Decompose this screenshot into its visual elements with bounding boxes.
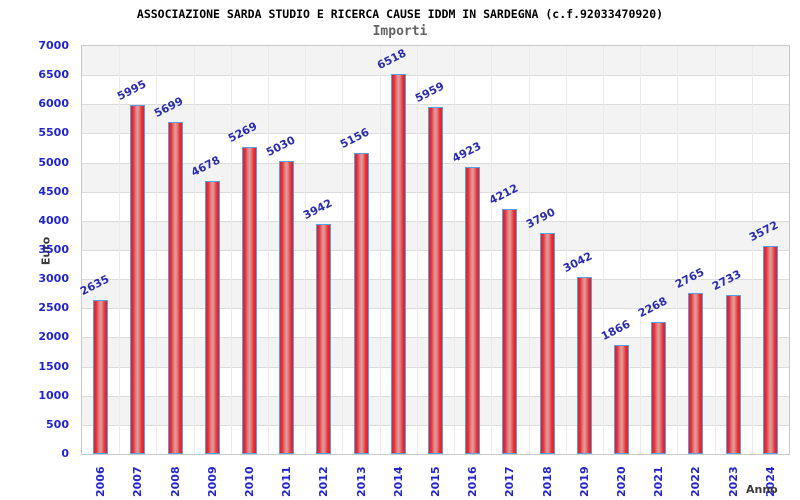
y-tick-label: 500 bbox=[46, 417, 69, 431]
x-tick-label-2018: 2018 bbox=[540, 466, 554, 497]
bar-2006 bbox=[93, 300, 109, 454]
y-tick-label: 1000 bbox=[38, 388, 69, 402]
x-tick-label-2022: 2022 bbox=[689, 466, 703, 497]
bar-2020 bbox=[614, 345, 630, 454]
h-gridline bbox=[82, 104, 789, 106]
v-gridline bbox=[268, 46, 270, 454]
bar-2007 bbox=[130, 104, 146, 454]
y-tick-label: 0 bbox=[61, 447, 69, 460]
chart-title: ASSOCIAZIONE SARDA STUDIO E RICERCA CAUS… bbox=[136, 7, 664, 21]
x-tick-label-2014: 2014 bbox=[391, 466, 405, 497]
y-tick-label: 2500 bbox=[38, 301, 69, 315]
x-tick-label-2011: 2011 bbox=[280, 466, 294, 497]
x-tick-label-2012: 2012 bbox=[317, 466, 331, 497]
x-tick-label-2013: 2013 bbox=[354, 466, 368, 497]
bar-2009 bbox=[204, 181, 220, 454]
v-gridline bbox=[379, 46, 381, 454]
v-gridline bbox=[677, 46, 679, 454]
x-tick-label-2016: 2016 bbox=[466, 466, 480, 497]
bar-2015 bbox=[428, 106, 443, 454]
bar-2019 bbox=[576, 276, 592, 454]
bar-2012 bbox=[316, 224, 332, 454]
v-gridline bbox=[156, 46, 158, 454]
bar-2022 bbox=[688, 292, 704, 454]
bar-2023 bbox=[725, 294, 741, 454]
v-gridline bbox=[528, 46, 530, 454]
y-tick-label: 3000 bbox=[38, 272, 69, 286]
plot-area: 2635 5995 5699 4678 5269 5030 3942 5156 6518 5959… bbox=[78, 45, 790, 455]
bar-2014 bbox=[390, 74, 406, 454]
x-tick-label-2006: 2006 bbox=[94, 466, 108, 497]
y-tick-label: 4000 bbox=[38, 213, 69, 227]
chart-subtitle: Importi bbox=[372, 24, 428, 39]
v-gridline bbox=[714, 46, 716, 454]
bar-2008 bbox=[167, 121, 183, 454]
v-gridline bbox=[491, 46, 493, 454]
grid-band bbox=[82, 46, 789, 76]
bar-2017 bbox=[502, 208, 518, 454]
v-gridline bbox=[230, 46, 232, 454]
y-tick-label: 5000 bbox=[38, 155, 69, 169]
grid-band bbox=[82, 75, 789, 105]
bar-2010 bbox=[241, 146, 257, 454]
x-tick-label-2010: 2010 bbox=[242, 466, 256, 497]
y-tick-label: 5500 bbox=[38, 126, 69, 140]
x-tick-label-2021: 2021 bbox=[652, 466, 666, 497]
v-gridline bbox=[119, 46, 121, 454]
x-tick-label-2017: 2017 bbox=[503, 466, 517, 497]
y-tick-label: 4500 bbox=[38, 184, 69, 198]
v-gridline bbox=[602, 46, 604, 454]
bar-2024 bbox=[762, 245, 778, 454]
x-tick-label-2007: 2007 bbox=[131, 466, 145, 497]
x-tick-label-2009: 2009 bbox=[205, 466, 219, 497]
v-gridline bbox=[416, 46, 418, 454]
y-axis-tick-labels: 7000 6500 6000 5500 5000 4500 4000 3500 3000 2500… bbox=[0, 39, 74, 460]
v-gridline bbox=[342, 46, 344, 454]
x-axis-title: Anno bbox=[746, 483, 778, 496]
v-gridline bbox=[305, 46, 307, 454]
bar-2011 bbox=[279, 160, 295, 454]
bar-2018 bbox=[539, 233, 555, 454]
v-gridline bbox=[751, 46, 753, 454]
x-tick-label-2023: 2023 bbox=[726, 466, 740, 497]
y-tick-label: 7000 bbox=[38, 39, 69, 52]
y-tick-label: 2000 bbox=[38, 330, 69, 344]
bar-2016 bbox=[465, 167, 481, 454]
x-tick-label-2015: 2015 bbox=[429, 466, 442, 497]
h-gridline bbox=[82, 75, 789, 77]
y-tick-label: 6000 bbox=[38, 97, 69, 111]
y-tick-label: 3500 bbox=[38, 243, 69, 256]
v-gridline bbox=[193, 46, 195, 454]
v-gridline bbox=[640, 46, 642, 454]
y-tick-label: 1500 bbox=[38, 359, 69, 373]
v-gridline bbox=[565, 46, 567, 454]
x-tick-label-2019: 2019 bbox=[577, 466, 591, 497]
y-tick-label: 6500 bbox=[38, 68, 69, 82]
v-gridline bbox=[454, 46, 456, 454]
x-tick-label-2008: 2008 bbox=[168, 466, 182, 497]
x-tick-label-2020: 2020 bbox=[615, 466, 629, 497]
bar-2013 bbox=[353, 153, 369, 454]
x-axis-tick-labels: 2006 2007 2008 2009 2010 2011 2012 2013 2014 2015… bbox=[81, 456, 790, 500]
bar-2021 bbox=[651, 321, 667, 454]
